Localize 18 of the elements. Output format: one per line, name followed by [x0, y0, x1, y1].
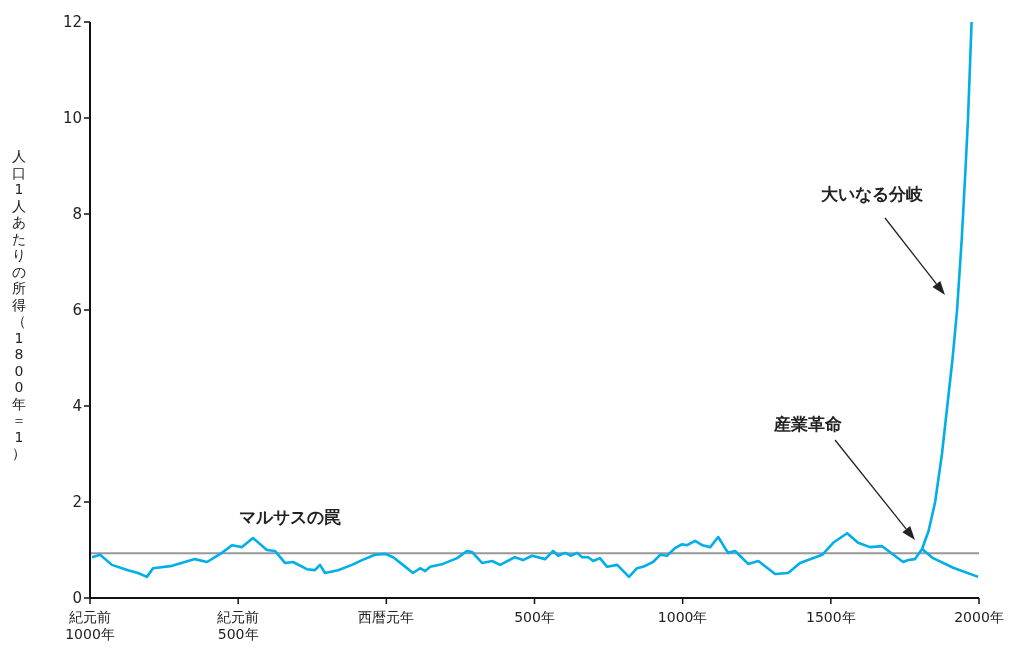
x-tick-label: 紀元前 1000年	[65, 609, 115, 642]
y-tick-label: 2	[72, 493, 82, 512]
y-tick-label: 8	[72, 205, 82, 224]
annotation: 大いなる分岐	[821, 184, 923, 204]
y-tick-label: 10	[62, 109, 82, 128]
text: 人口1人あたりの所得（1800年＝1）	[12, 148, 26, 461]
annotation: マルサスの罠	[239, 507, 341, 527]
x-tick-label: 紀元前 500年	[217, 609, 260, 642]
y-tick-label: 12	[62, 13, 82, 32]
x-tick-label: 1500年	[806, 609, 856, 625]
x-tick-label: 西暦元年	[358, 609, 415, 625]
y-tick-label: 0	[72, 589, 82, 608]
y-tick-label: 6	[72, 301, 82, 320]
annotation: 産業革命	[773, 414, 842, 434]
y-tick-label: 4	[72, 397, 82, 416]
x-tick-label: 500年	[514, 609, 555, 625]
x-tick-label: 2000年	[954, 609, 1004, 625]
x-tick-label: 1000年	[657, 609, 708, 625]
